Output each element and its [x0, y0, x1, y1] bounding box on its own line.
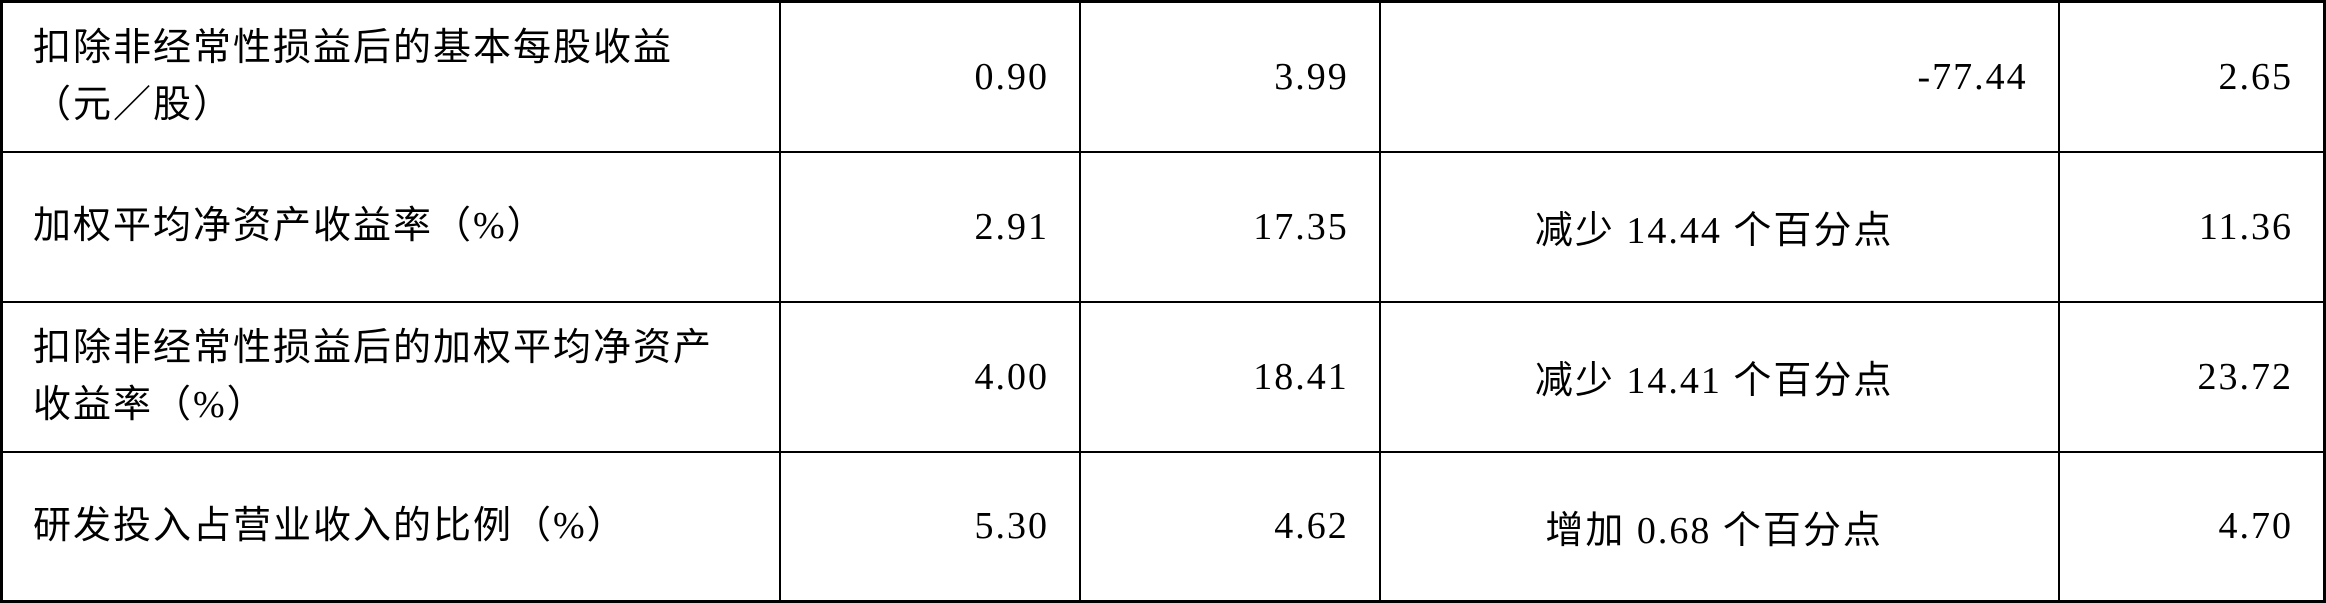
- row-value-2: 17.35: [1080, 152, 1380, 302]
- row-label: 扣除非经常性损益后的基本每股收益（元／股）: [2, 2, 781, 152]
- row-value-1: 0.90: [780, 2, 1080, 152]
- row-label: 研发投入占营业收入的比例（%）: [2, 452, 781, 602]
- table-row: 加权平均净资产收益率（%） 2.91 17.35 减少 14.44 个百分点 1…: [2, 152, 2325, 302]
- row-value-3: 2.65: [2059, 2, 2325, 152]
- table-body: 扣除非经常性损益后的基本每股收益（元／股） 0.90 3.99 -77.44 2…: [2, 2, 2325, 602]
- table-row: 研发投入占营业收入的比例（%） 5.30 4.62 增加 0.68 个百分点 4…: [2, 452, 2325, 602]
- row-value-3: 23.72: [2059, 302, 2325, 452]
- row-label: 加权平均净资产收益率（%）: [2, 152, 781, 302]
- row-value-3: 4.70: [2059, 452, 2325, 602]
- row-change: -77.44: [1380, 2, 2059, 152]
- table-row: 扣除非经常性损益后的加权平均净资产收益率（%） 4.00 18.41 减少 14…: [2, 302, 2325, 452]
- row-value-2: 3.99: [1080, 2, 1380, 152]
- row-value-2: 18.41: [1080, 302, 1380, 452]
- row-change: 减少 14.44 个百分点: [1380, 152, 2059, 302]
- row-value-1: 2.91: [780, 152, 1080, 302]
- row-label: 扣除非经常性损益后的加权平均净资产收益率（%）: [2, 302, 781, 452]
- row-change: 减少 14.41 个百分点: [1380, 302, 2059, 452]
- row-value-1: 5.30: [780, 452, 1080, 602]
- row-change: 增加 0.68 个百分点: [1380, 452, 2059, 602]
- table-row: 扣除非经常性损益后的基本每股收益（元／股） 0.90 3.99 -77.44 2…: [2, 2, 2325, 152]
- row-value-3: 11.36: [2059, 152, 2325, 302]
- row-value-1: 4.00: [780, 302, 1080, 452]
- financial-table-container: 扣除非经常性损益后的基本每股收益（元／股） 0.90 3.99 -77.44 2…: [0, 0, 2326, 600]
- financial-table: 扣除非经常性损益后的基本每股收益（元／股） 0.90 3.99 -77.44 2…: [0, 0, 2326, 603]
- row-value-2: 4.62: [1080, 452, 1380, 602]
